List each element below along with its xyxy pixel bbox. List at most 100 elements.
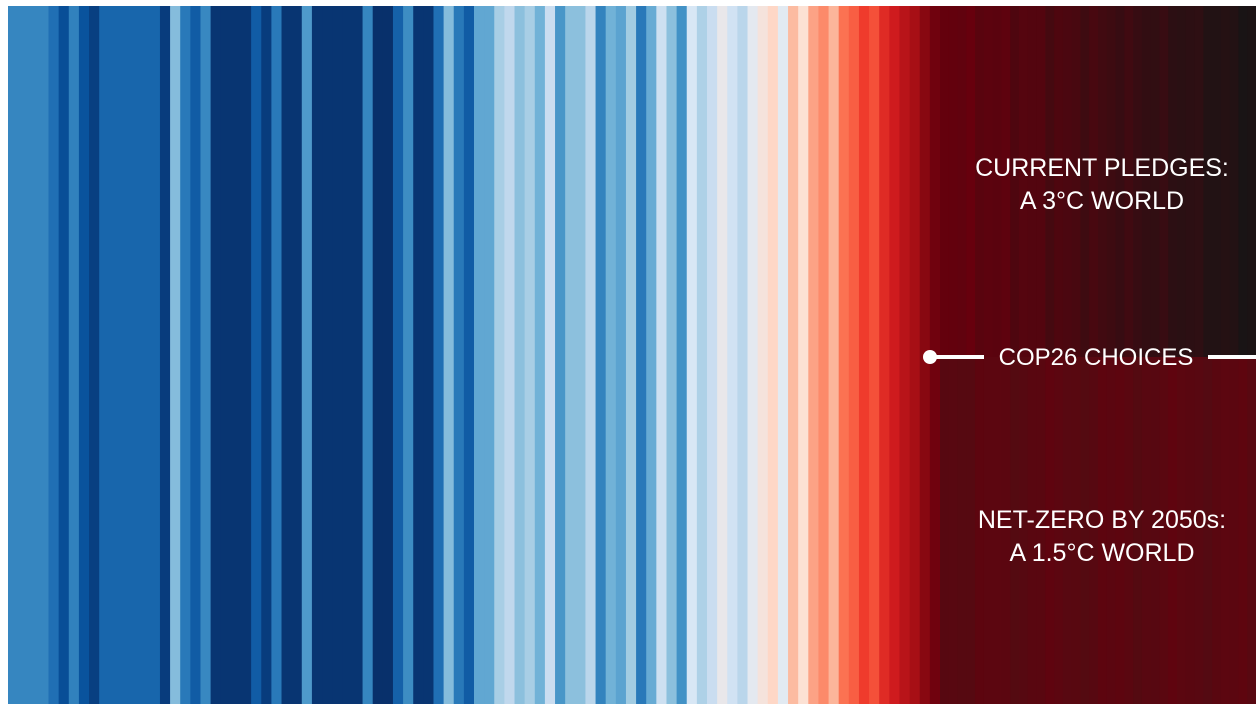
historical-stripe [403, 6, 414, 704]
future-stripe-lower [1045, 357, 1055, 704]
historical-stripe [707, 6, 718, 704]
historical-stripe [524, 6, 536, 704]
historical-stripe [433, 6, 445, 704]
current-pledges-line-1: CURRENT PLEDGES: [975, 154, 1229, 182]
historical-stripe [8, 6, 19, 704]
historical-stripe [352, 6, 364, 704]
historical-stripe [99, 6, 110, 704]
historical-stripe [48, 6, 60, 704]
historical-stripe [129, 6, 141, 704]
historical-stripe [311, 6, 323, 704]
future-stripe-upper [1133, 6, 1143, 357]
choice-marker-dot [923, 350, 937, 364]
future-stripe-upper [1106, 6, 1117, 357]
future-stripe-lower [1071, 357, 1082, 704]
future-stripe-lower [1124, 357, 1134, 704]
historical-stripe [251, 6, 262, 704]
future-stripe-upper [1220, 6, 1231, 357]
historical-stripe [788, 6, 799, 704]
future-stripe-lower [1115, 357, 1125, 704]
historical-stripe [372, 6, 384, 704]
historical-stripe [463, 6, 475, 704]
future-stripe-upper [983, 6, 994, 357]
future-stripe-upper [1045, 6, 1055, 357]
future-stripe-lower [1168, 357, 1178, 704]
historical-stripe [544, 6, 556, 704]
historical-stripe [423, 6, 435, 704]
future-stripe-lower [1027, 357, 1038, 704]
future-stripe-upper [957, 6, 967, 357]
historical-stripe [241, 6, 252, 704]
cop26-choices-label: COP26 CHOICES [998, 344, 1194, 371]
future-stripe-lower [1185, 357, 1196, 704]
future-stripe-lower [1106, 357, 1117, 704]
historical-stripe [139, 6, 151, 704]
historical-stripe [798, 6, 809, 704]
future-stripe-lower [1010, 357, 1020, 704]
historical-stripe [869, 6, 880, 704]
future-stripe-lower [1177, 357, 1187, 704]
historical-stripe [777, 6, 789, 704]
historical-stripe [534, 6, 546, 704]
future-stripe-upper [1062, 6, 1073, 357]
net-zero-line-2: A 1.5°C WORLD [1009, 539, 1195, 567]
future-stripe-lower [940, 357, 950, 704]
future-stripe-lower [957, 357, 967, 704]
future-stripe-upper [1141, 6, 1152, 357]
historical-stripe [261, 6, 272, 704]
historical-stripe [686, 6, 698, 704]
future-stripe-upper [1115, 6, 1125, 357]
current-pledges-line-2: A 3°C WORLD [1019, 187, 1185, 215]
historical-stripe [301, 6, 313, 704]
historical-stripe [28, 6, 39, 704]
historical-stripe [190, 6, 202, 704]
historical-stripe [322, 6, 333, 704]
historical-stripe [332, 6, 343, 704]
future-stripe-upper [1229, 6, 1240, 357]
future-stripe-upper [1124, 6, 1134, 357]
future-stripe-upper [1010, 6, 1020, 357]
historical-stripe [210, 6, 222, 704]
future-stripe-lower [1098, 357, 1108, 704]
historical-stripe [625, 6, 637, 704]
historical-stripe [281, 6, 293, 704]
future-stripe-upper [1194, 6, 1204, 357]
historical-stripe [271, 6, 283, 704]
historical-stripe [899, 6, 911, 704]
future-stripe-lower [1062, 357, 1073, 704]
historical-stripe [149, 6, 161, 704]
future-stripe-upper [1168, 6, 1178, 357]
future-stripe-lower [1159, 357, 1169, 704]
historical-stripe [767, 6, 779, 704]
historical-stripe [18, 6, 29, 704]
historical-stripe [656, 6, 668, 704]
future-stripe-lower [1194, 357, 1204, 704]
future-stripe-upper [1089, 6, 1099, 357]
historical-stripe [514, 6, 526, 704]
future-stripe-lower [992, 357, 1003, 704]
choice-marker-group [923, 350, 1256, 364]
future-stripe-lower [1054, 357, 1064, 704]
historical-stripe [858, 6, 870, 704]
historical-stripe [443, 6, 455, 704]
future-stripe-lower [983, 357, 994, 704]
historical-stripe [757, 6, 769, 704]
historical-stripe [170, 6, 181, 704]
historical-stripe [494, 6, 505, 704]
historical-stripe [119, 6, 131, 704]
future-scenario-group [940, 6, 1256, 704]
net-zero-label: NET-ZERO BY 2050s: A 1.5°C WORLD [952, 504, 1252, 570]
historical-stripe [717, 6, 728, 704]
historical-stripe [575, 6, 587, 704]
future-stripe-upper [1177, 6, 1187, 357]
historical-stripe [180, 6, 191, 704]
historical-stripe [484, 6, 495, 704]
historical-stripe [342, 6, 354, 704]
historical-stripe [362, 6, 374, 704]
future-stripe-upper [1019, 6, 1029, 357]
future-stripe-lower [1238, 357, 1248, 704]
historical-stripe [89, 6, 100, 704]
historical-stripe [555, 6, 566, 704]
future-stripe-upper [1036, 6, 1046, 357]
historical-stripe [392, 6, 404, 704]
